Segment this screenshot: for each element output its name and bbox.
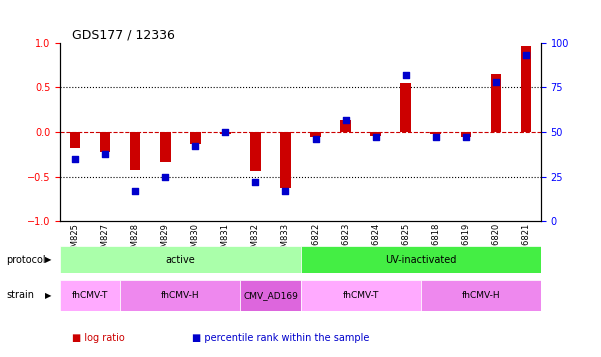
Text: fhCMV-T: fhCMV-T — [72, 291, 108, 300]
Point — [341, 117, 350, 122]
Point — [431, 135, 441, 140]
FancyBboxPatch shape — [421, 280, 541, 311]
FancyBboxPatch shape — [120, 280, 240, 311]
Point — [70, 156, 80, 162]
Point — [130, 188, 140, 194]
Bar — [310, 132, 321, 136]
Text: UV-inactivated: UV-inactivated — [385, 255, 456, 265]
Text: protocol: protocol — [6, 255, 46, 265]
Text: fhCMV-H: fhCMV-H — [462, 291, 500, 300]
Text: ■ percentile rank within the sample: ■ percentile rank within the sample — [192, 333, 370, 343]
Text: ▶: ▶ — [45, 255, 52, 264]
Bar — [250, 132, 261, 171]
FancyBboxPatch shape — [60, 280, 120, 311]
Text: GDS177 / 12336: GDS177 / 12336 — [72, 29, 175, 41]
Bar — [220, 132, 231, 134]
Bar — [70, 132, 81, 148]
Point — [251, 179, 260, 185]
Bar — [190, 132, 201, 144]
Point — [371, 135, 380, 140]
Bar — [400, 83, 411, 132]
Point — [221, 129, 230, 135]
Bar — [100, 132, 111, 152]
Point — [461, 135, 471, 140]
FancyBboxPatch shape — [300, 246, 541, 273]
Point — [191, 144, 200, 149]
FancyBboxPatch shape — [240, 280, 300, 311]
Bar — [340, 120, 351, 132]
Bar — [490, 74, 501, 132]
Point — [100, 151, 110, 156]
Point — [160, 174, 170, 180]
Text: ■ log ratio: ■ log ratio — [72, 333, 125, 343]
Text: fhCMV-H: fhCMV-H — [161, 291, 200, 300]
Text: fhCMV-T: fhCMV-T — [343, 291, 379, 300]
Point — [281, 188, 290, 194]
Bar — [520, 45, 531, 132]
Text: CMV_AD169: CMV_AD169 — [243, 291, 298, 300]
Bar — [460, 132, 471, 136]
Bar — [160, 132, 171, 161]
Text: active: active — [165, 255, 195, 265]
Point — [311, 136, 320, 142]
FancyBboxPatch shape — [300, 280, 421, 311]
FancyBboxPatch shape — [60, 246, 300, 273]
Bar — [280, 132, 291, 188]
Bar — [370, 132, 381, 136]
Bar — [430, 132, 441, 134]
Text: ▶: ▶ — [45, 291, 52, 300]
Bar — [130, 132, 141, 170]
Point — [491, 79, 501, 85]
Point — [401, 72, 410, 78]
Text: strain: strain — [6, 290, 34, 301]
Point — [521, 52, 531, 58]
